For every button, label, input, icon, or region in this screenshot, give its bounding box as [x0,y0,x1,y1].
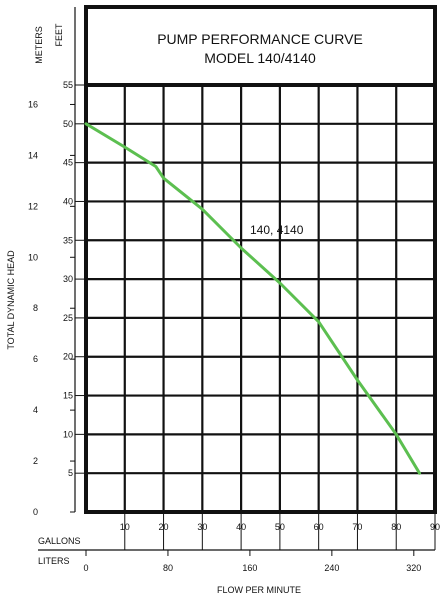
feet-tick-label: 15 [63,391,73,401]
y-axis-label: TOTAL DYNAMIC HEAD [6,250,16,350]
series-line-140-4140 [84,122,421,475]
feet-tick-label: 35 [63,235,73,245]
liters-unit-label: LITERS [38,556,70,566]
gallons-tick-label: 10 [120,522,130,532]
meters-tick-label: 16 [28,99,38,109]
gallons-tick-label: 90 [430,522,440,532]
meters-unit-label: METERS [34,26,44,64]
meters-tick-label: 12 [28,201,38,211]
gallons-tick-label: 20 [159,522,169,532]
gallons-tick-label: 30 [197,522,207,532]
feet-tick-label: 45 [63,158,73,168]
chart-subtitle: MODEL 140/4140 [204,50,316,66]
feet-tick-label: 25 [63,313,73,323]
meters-tick-label: 0 [33,507,38,517]
feet-tick-label: 20 [63,352,73,362]
liters-tick-label: 0 [83,563,88,573]
meters-tick-label: 4 [33,405,38,415]
gallons-tick-label: 50 [275,522,285,532]
meters-tick-label: 10 [28,252,38,262]
feet-tick-label: 40 [63,196,73,206]
gallons-tick-label: 60 [314,522,324,532]
chart-title: PUMP PERFORMANCE CURVE [157,31,363,47]
gallons-unit-label: GALLONS [38,536,81,546]
plot-frame [84,83,437,514]
meters-tick-label: 6 [33,354,38,364]
gallons-tick-label: 40 [236,522,246,532]
feet-tick-label: 10 [63,429,73,439]
feet-unit-label: FEET [54,23,64,47]
liters-tick-label: 80 [163,563,173,573]
liters-tick-label: 160 [242,563,257,573]
meters-tick-label: 2 [33,456,38,466]
liters-tick-label: 320 [406,563,421,573]
feet-tick-label: 55 [63,80,73,90]
feet-tick-label: 5 [68,468,73,478]
grid-lines [86,83,435,512]
gallons-tick-label: 80 [391,522,401,532]
liters-tick-label: 240 [324,563,339,573]
gallons-tick-label: 70 [352,522,362,532]
meters-tick-label: 8 [33,303,38,313]
x-axis-label: FLOW PER MINUTE [217,585,301,595]
meters-tick-label: 14 [28,150,38,160]
feet-tick-label: 50 [63,119,73,129]
feet-tick-label: 30 [63,274,73,284]
axis-ticks: 5 10 15 20 25 30 35 40 45 50 55 0 2 4 6 8 10 12 14 16 10 20 30… [28,80,440,573]
series-label: 140, 4140 [250,223,304,237]
